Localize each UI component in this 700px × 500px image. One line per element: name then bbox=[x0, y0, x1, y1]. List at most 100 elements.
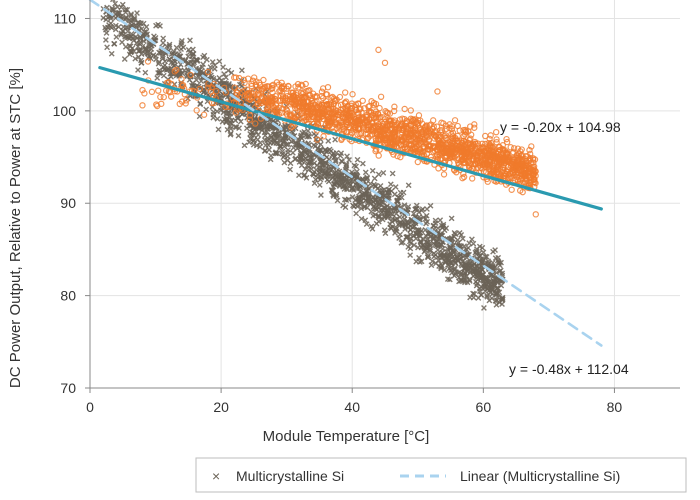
data-point-circle bbox=[178, 98, 186, 105]
data-point-x bbox=[467, 269, 474, 275]
data-point-circle bbox=[246, 112, 254, 119]
data-point-x bbox=[113, 34, 120, 40]
data-point-x bbox=[412, 206, 418, 213]
data-point-circle bbox=[493, 139, 500, 146]
data-point-x bbox=[185, 46, 192, 53]
data-point-x bbox=[373, 206, 380, 213]
data-point-x bbox=[106, 22, 112, 28]
data-point-x bbox=[410, 210, 417, 217]
data-point-x bbox=[344, 153, 350, 160]
data-point-circle bbox=[248, 82, 255, 90]
data-point-x bbox=[114, 4, 121, 10]
data-point-circle bbox=[144, 58, 152, 65]
data-point-x bbox=[326, 146, 333, 153]
data-point-x bbox=[343, 185, 350, 191]
data-point-x bbox=[456, 229, 463, 236]
data-point-circle bbox=[423, 150, 431, 158]
data-point-circle bbox=[436, 137, 443, 145]
data-point-circle bbox=[449, 133, 457, 140]
data-point-circle bbox=[237, 99, 245, 106]
data-point-circle bbox=[399, 129, 406, 137]
data-point-circle bbox=[532, 172, 539, 180]
data-point-circle bbox=[441, 132, 448, 140]
data-point-x bbox=[248, 132, 255, 139]
data-point-x bbox=[354, 168, 360, 175]
data-point-circle bbox=[508, 175, 515, 182]
data-point-circle bbox=[467, 145, 474, 152]
data-point-circle bbox=[518, 160, 525, 167]
data-point-x bbox=[298, 162, 305, 169]
data-point-x bbox=[112, 22, 119, 29]
data-point-x bbox=[127, 43, 134, 50]
data-point-circle bbox=[471, 159, 479, 167]
x-axis-label: Module Temperature [°C] bbox=[263, 428, 430, 445]
data-point-x bbox=[203, 56, 210, 63]
data-point-x bbox=[434, 247, 441, 253]
data-point-circle bbox=[160, 93, 167, 101]
data-point-x bbox=[134, 10, 140, 16]
data-point-x bbox=[391, 191, 398, 198]
data-point-x bbox=[340, 202, 346, 209]
data-point-x bbox=[373, 196, 380, 203]
data-point-circle bbox=[505, 174, 513, 182]
data-point-x bbox=[235, 132, 242, 139]
data-point-circle bbox=[327, 118, 334, 125]
data-point-x bbox=[270, 118, 277, 124]
data-point-circle bbox=[493, 165, 500, 172]
data-point-circle bbox=[460, 173, 468, 181]
data-point-circle bbox=[414, 137, 421, 144]
data-point-x bbox=[133, 40, 140, 46]
data-point-x bbox=[403, 234, 410, 241]
data-point-circle bbox=[287, 101, 295, 108]
data-point-x bbox=[126, 17, 133, 24]
data-point-circle bbox=[418, 128, 425, 135]
data-point-x bbox=[459, 262, 465, 269]
data-point-x bbox=[380, 169, 387, 176]
data-point-x bbox=[301, 128, 308, 135]
data-point-x bbox=[352, 202, 359, 209]
data-point-x bbox=[486, 297, 493, 304]
data-point-x bbox=[351, 162, 358, 169]
data-point-circle bbox=[493, 152, 500, 160]
data-point-circle bbox=[377, 113, 384, 121]
data-point-circle bbox=[255, 86, 262, 94]
data-point-x bbox=[369, 225, 376, 232]
data-point-x bbox=[364, 204, 371, 211]
data-point-x bbox=[185, 59, 192, 66]
data-point-x bbox=[200, 54, 206, 61]
data-point-x bbox=[329, 187, 336, 194]
data-point-circle bbox=[313, 136, 321, 143]
data-point-x bbox=[189, 51, 196, 57]
data-point-circle bbox=[302, 93, 310, 100]
data-point-x bbox=[162, 66, 169, 72]
data-point-circle bbox=[492, 128, 500, 136]
data-point-x bbox=[393, 205, 400, 212]
data-point-x bbox=[473, 246, 480, 253]
data-point-circle bbox=[369, 111, 376, 119]
data-point-circle bbox=[280, 85, 288, 92]
x-tick-label: 40 bbox=[344, 399, 360, 415]
data-point-x bbox=[197, 100, 204, 107]
data-point-x bbox=[250, 138, 256, 144]
data-point-x bbox=[436, 263, 442, 270]
data-point-x bbox=[312, 176, 319, 183]
data-point-circle bbox=[463, 150, 471, 157]
data-point-circle bbox=[210, 80, 218, 88]
data-point-circle bbox=[433, 153, 440, 160]
data-point-x bbox=[157, 50, 164, 56]
data-point-circle bbox=[377, 93, 385, 101]
data-point-x bbox=[437, 217, 444, 224]
data-point-x bbox=[492, 297, 499, 304]
data-point-x bbox=[332, 170, 339, 176]
data-point-circle bbox=[363, 119, 370, 126]
data-point-x bbox=[483, 278, 490, 285]
data-point-x bbox=[416, 209, 422, 216]
data-point-x bbox=[499, 301, 505, 308]
data-point-x bbox=[147, 55, 154, 62]
data-point-circle bbox=[462, 129, 469, 136]
data-point-circle bbox=[526, 150, 534, 158]
data-point-x bbox=[393, 225, 400, 232]
data-point-x bbox=[437, 231, 443, 238]
data-point-x bbox=[357, 201, 364, 208]
data-point-circle bbox=[158, 100, 165, 108]
